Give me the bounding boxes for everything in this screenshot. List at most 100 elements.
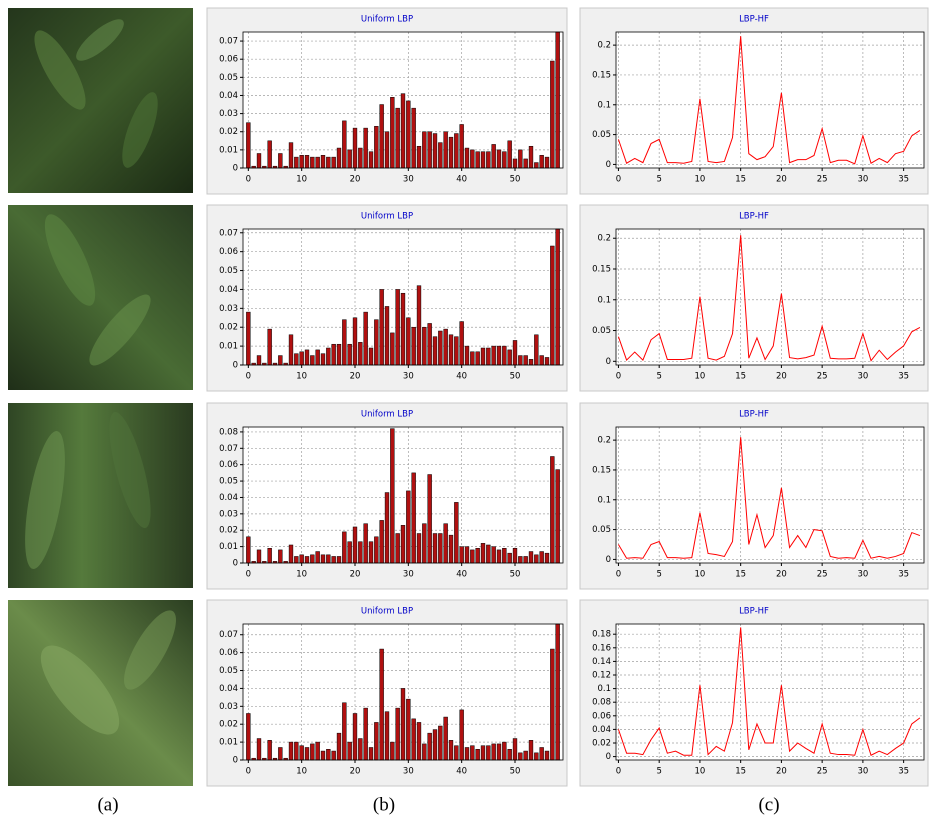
x-tick-label: 10 — [296, 175, 307, 185]
y-tick-label: 0.01 — [219, 542, 238, 552]
y-tick-label: 0.01 — [219, 145, 238, 155]
plot-area — [616, 229, 924, 365]
y-tick-label: 0.15 — [592, 465, 611, 475]
x-tick-label: 20 — [350, 570, 361, 580]
bar — [336, 343, 342, 366]
y-tick-label: 0.06 — [592, 711, 611, 721]
bar — [304, 556, 310, 564]
bar — [512, 548, 518, 564]
bar — [374, 319, 379, 366]
bar — [464, 345, 470, 366]
x-tick-label: 0 — [616, 175, 621, 185]
bar — [331, 556, 336, 564]
bar — [299, 155, 304, 169]
bar — [390, 741, 395, 761]
bar — [475, 548, 480, 564]
bar — [486, 745, 491, 761]
bar — [544, 750, 550, 761]
bar — [288, 334, 294, 366]
y-tick-label: 0 — [606, 752, 611, 762]
bar — [336, 556, 342, 564]
bar — [310, 156, 315, 169]
bar — [336, 732, 342, 761]
bar — [470, 351, 475, 366]
bar — [550, 60, 555, 169]
bar — [512, 158, 518, 169]
bar — [448, 740, 454, 761]
bar — [411, 472, 416, 564]
bar — [315, 349, 320, 366]
bar — [294, 156, 299, 169]
bar — [502, 741, 507, 761]
bar — [406, 100, 411, 169]
bar — [411, 107, 416, 169]
x-tick-label: 10 — [695, 767, 706, 777]
bar — [395, 289, 400, 366]
y-tick-label: 0.14 — [592, 657, 611, 667]
bar — [539, 355, 544, 366]
chart-title: LBP-HF — [739, 607, 769, 617]
x-tick-label: 50 — [510, 570, 521, 580]
y-tick-label: 0.07 — [219, 228, 238, 238]
x-tick-label: 0 — [246, 372, 251, 382]
bar — [331, 156, 336, 169]
plot-frame — [615, 228, 925, 366]
y-tick-label: 0.04 — [219, 684, 238, 694]
y-tick-label: 0.08 — [219, 427, 238, 437]
bar — [315, 741, 320, 761]
chart-title: Uniform LBP — [361, 607, 413, 617]
bar — [422, 743, 427, 761]
bar — [304, 349, 310, 366]
bar — [347, 149, 352, 169]
y-tick-label: 0 — [606, 357, 611, 367]
y-tick-label: 0.1 — [597, 684, 611, 694]
bar — [400, 525, 406, 564]
y-tick-label: 0.06 — [219, 247, 238, 257]
bar — [454, 133, 459, 169]
chart-title: LBP-HF — [739, 410, 769, 420]
bar — [411, 718, 416, 761]
bar — [459, 709, 464, 761]
bar — [395, 533, 400, 564]
bar — [534, 162, 539, 169]
bar — [427, 131, 432, 169]
x-tick-label: 50 — [510, 175, 521, 185]
y-tick-label: 0.06 — [219, 55, 238, 65]
bar — [422, 131, 427, 169]
bar — [507, 552, 512, 564]
chart-panel: Uniform LBP 0 0.01 0.02 0.03 0.04 0.05 0.06 0.07… — [206, 7, 568, 195]
x-tick-label: 30 — [403, 175, 414, 185]
y-tick-label: 0.2 — [597, 436, 611, 446]
y-tick-label: 0.1 — [597, 495, 611, 505]
bar — [438, 533, 443, 564]
x-tick-label: 0 — [246, 175, 251, 185]
bar — [539, 155, 544, 169]
bar — [555, 469, 560, 564]
y-tick-label: 0.15 — [592, 70, 611, 80]
texture-image — [8, 403, 193, 588]
chart-title: LBP-HF — [739, 15, 769, 25]
bar — [528, 740, 534, 761]
bar — [342, 120, 347, 169]
bar — [352, 317, 358, 366]
bar — [384, 711, 390, 761]
bar — [304, 747, 310, 761]
x-tick-label: 25 — [817, 175, 828, 185]
bar — [363, 523, 368, 564]
bar — [390, 332, 395, 366]
y-tick-label: 0.02 — [219, 720, 238, 730]
x-tick-label: 30 — [857, 767, 868, 777]
bar — [486, 347, 491, 366]
bar — [374, 722, 379, 761]
plot-frame — [242, 228, 564, 366]
bar — [454, 745, 459, 761]
bar — [336, 147, 342, 169]
chart-panel: LBP-HF 0 0.05 0.1 0.15 0.2 0 5 10 15 20 25 30 35 — [579, 7, 929, 195]
bar — [358, 342, 363, 366]
x-tick-label: 50 — [510, 372, 521, 382]
bar — [368, 347, 374, 366]
chart-title: LBP-HF — [739, 212, 769, 222]
y-tick-label: 0.05 — [219, 73, 238, 83]
